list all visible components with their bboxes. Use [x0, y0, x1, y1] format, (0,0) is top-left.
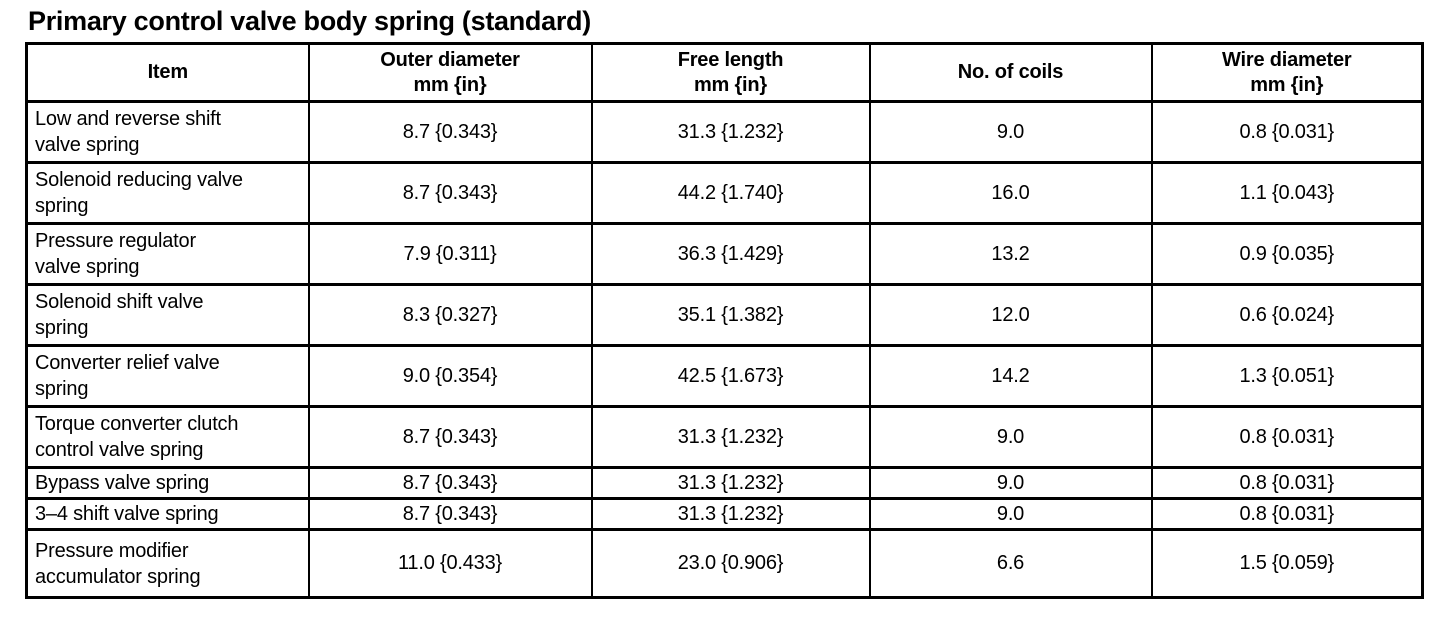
col-header-label: No. of coils	[957, 61, 1064, 83]
free-length-cell: 36.3 {1.429}	[590, 222, 871, 286]
item-cell: Low and reverse shift valve spring	[25, 100, 310, 164]
coils-cell: 9.0	[868, 466, 1153, 500]
col-header-item: Item	[25, 42, 310, 103]
table-row: Low and reverse shift valve spring 8.7 {…	[25, 100, 1424, 164]
free-length-cell: 44.2 {1.740}	[590, 161, 871, 225]
wire-diameter-cell: 0.8 {0.031}	[1150, 405, 1424, 469]
free-length-cell: 31.3 {1.232}	[590, 405, 871, 469]
wire-diameter-cell: 0.9 {0.035}	[1150, 222, 1424, 286]
coils-cell: 9.0	[868, 497, 1153, 531]
item-cell: Solenoid reducing valve spring	[25, 161, 310, 225]
col-header-wire-diameter: Wire diameter mm {in}	[1150, 42, 1424, 103]
table-row: Pressure modifier accumulator spring 11.…	[25, 528, 1424, 599]
outer-diameter-cell: 8.3 {0.327}	[307, 283, 593, 347]
coils-cell: 13.2	[868, 222, 1153, 286]
coils-cell: 6.6	[868, 528, 1153, 599]
free-length-cell: 23.0 {0.906}	[590, 528, 871, 599]
free-length-cell: 42.5 {1.673}	[590, 344, 871, 408]
table-row: Converter relief valve spring 9.0 {0.354…	[25, 344, 1424, 408]
item-cell: 3–4 shift valve spring	[25, 497, 310, 531]
wire-diameter-cell: 1.5 {0.059}	[1150, 528, 1424, 599]
free-length-cell: 31.3 {1.232}	[590, 466, 871, 500]
wire-diameter-cell: 1.1 {0.043}	[1150, 161, 1424, 225]
col-header-label: Wire diameter	[1222, 48, 1352, 71]
coils-cell: 12.0	[868, 283, 1153, 347]
free-length-cell: 35.1 {1.382}	[590, 283, 871, 347]
coils-cell: 14.2	[868, 344, 1153, 408]
col-header-unit: mm {in}	[413, 73, 487, 96]
table-row: 3–4 shift valve spring 8.7 {0.343} 31.3 …	[25, 497, 1424, 531]
table-row: Bypass valve spring 8.7 {0.343} 31.3 {1.…	[25, 466, 1424, 500]
col-header-label: Item	[147, 61, 189, 83]
coils-cell: 9.0	[868, 405, 1153, 469]
item-cell: Solenoid shift valve spring	[25, 283, 310, 347]
col-header-unit: mm {in}	[1250, 73, 1324, 96]
col-header-label: Outer diameter	[380, 48, 520, 71]
col-header-free-length: Free length mm {in}	[590, 42, 871, 103]
item-cell: Converter relief valve spring	[25, 344, 310, 408]
document-page: Primary control valve body spring (stand…	[25, 6, 1424, 599]
wire-diameter-cell: 0.8 {0.031}	[1150, 466, 1424, 500]
coils-cell: 16.0	[868, 161, 1153, 225]
outer-diameter-cell: 7.9 {0.311}	[307, 222, 593, 286]
col-header-unit: mm {in}	[693, 73, 768, 96]
outer-diameter-cell: 8.7 {0.343}	[307, 100, 593, 164]
outer-diameter-cell: 8.7 {0.343}	[307, 497, 593, 531]
item-cell: Pressure modifier accumulator spring	[25, 528, 310, 599]
table-row: Solenoid shift valve spring 8.3 {0.327} …	[25, 283, 1424, 347]
wire-diameter-cell: 0.6 {0.024}	[1150, 283, 1424, 347]
col-header-coils: No. of coils	[868, 42, 1153, 103]
table-row: Pressure regulator valve spring 7.9 {0.3…	[25, 222, 1424, 286]
header-row: Item Outer diameter mm {in} Free length …	[25, 42, 1424, 103]
col-header-label: Free length	[677, 48, 784, 71]
wire-diameter-cell: 1.3 {0.051}	[1150, 344, 1424, 408]
spring-spec-table: Item Outer diameter mm {in} Free length …	[25, 42, 1424, 599]
wire-diameter-cell: 0.8 {0.031}	[1150, 100, 1424, 164]
item-cell: Bypass valve spring	[25, 466, 310, 500]
item-cell: Pressure regulator valve spring	[25, 222, 310, 286]
free-length-cell: 31.3 {1.232}	[590, 497, 871, 531]
col-header-outer-diameter: Outer diameter mm {in}	[307, 42, 593, 103]
coils-cell: 9.0	[868, 100, 1153, 164]
wire-diameter-cell: 0.8 {0.031}	[1150, 497, 1424, 531]
outer-diameter-cell: 9.0 {0.354}	[307, 344, 593, 408]
outer-diameter-cell: 8.7 {0.343}	[307, 466, 593, 500]
outer-diameter-cell: 8.7 {0.343}	[307, 161, 593, 225]
outer-diameter-cell: 11.0 {0.433}	[307, 528, 593, 599]
table-row: Solenoid reducing valve spring 8.7 {0.34…	[25, 161, 1424, 225]
page-title: Primary control valve body spring (stand…	[28, 6, 591, 36]
free-length-cell: 31.3 {1.232}	[590, 100, 871, 164]
outer-diameter-cell: 8.7 {0.343}	[307, 405, 593, 469]
item-cell: Torque converter clutch control valve sp…	[25, 405, 310, 469]
table-row: Torque converter clutch control valve sp…	[25, 405, 1424, 469]
